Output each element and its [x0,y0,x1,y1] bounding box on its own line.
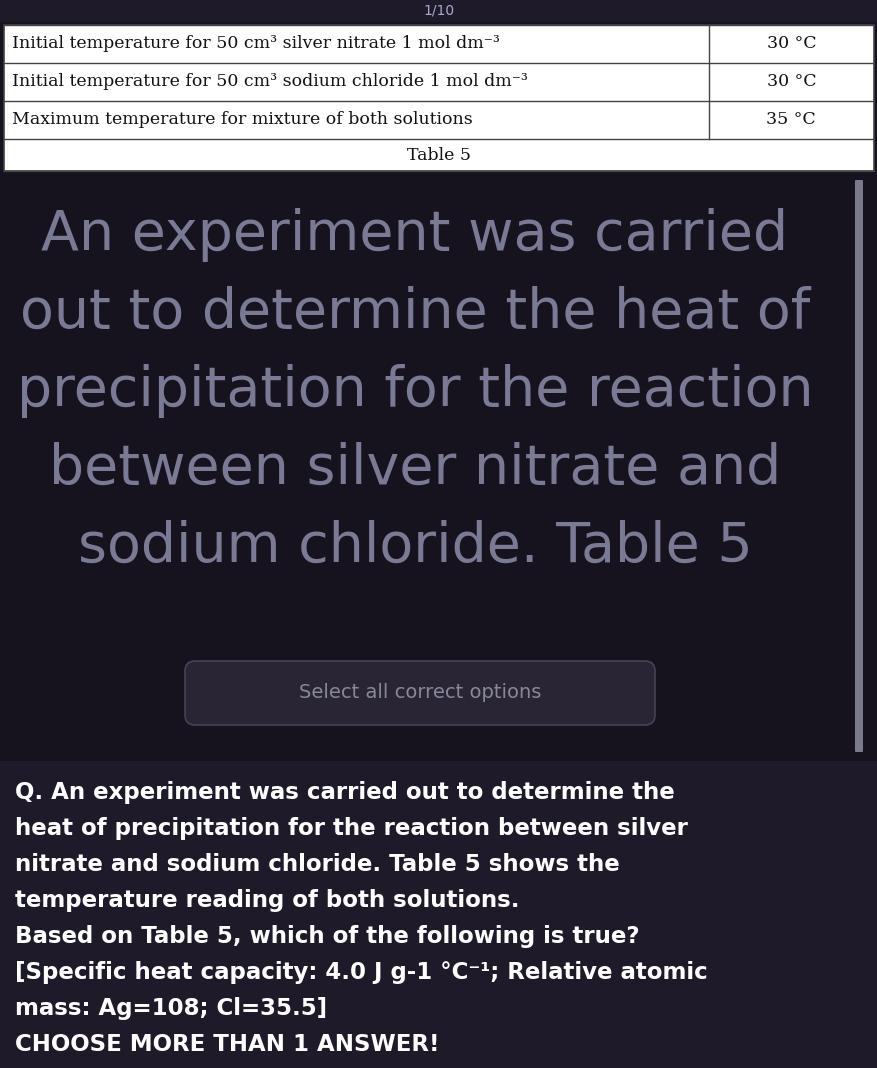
Text: Table 5: Table 5 [407,146,470,163]
Bar [0,171,877,761]
Text: 30 °C: 30 °C [766,35,816,52]
Text: 30 °C: 30 °C [766,74,816,91]
Text: Maximum temperature for mixture of both solutions: Maximum temperature for mixture of both … [12,111,472,128]
Text: Initial temperature for 50 cm³ silver nitrate 1 mol dm⁻³: Initial temperature for 50 cm³ silver ni… [12,35,499,52]
Text: Based on Table 5, which of the following is true?: Based on Table 5, which of the following… [15,925,639,948]
Text: out to determine the heat of: out to determine the heat of [20,286,809,340]
Text: CHOOSE MORE THAN 1 ANSWER!: CHOOSE MORE THAN 1 ANSWER! [15,1033,439,1056]
FancyBboxPatch shape [185,661,654,725]
Text: mass: Ag=108; Cl=35.5]: mass: Ag=108; Cl=35.5] [15,998,327,1020]
Text: heat of precipitation for the reaction between silver: heat of precipitation for the reaction b… [15,817,687,841]
Text: Initial temperature for 50 cm³ sodium chloride 1 mol dm⁻³: Initial temperature for 50 cm³ sodium ch… [12,74,527,91]
Text: sodium chloride. Table 5: sodium chloride. Table 5 [77,520,752,574]
Text: An experiment was carried: An experiment was carried [41,208,788,262]
Text: between silver nitrate and: between silver nitrate and [49,442,781,496]
Bar [855,180,861,751]
Text: Select all correct options: Select all correct options [298,684,540,703]
Bar [4,25,873,171]
Text: nitrate and sodium chloride. Table 5 shows the: nitrate and sodium chloride. Table 5 sho… [15,853,619,876]
Text: precipitation for the reaction: precipitation for the reaction [17,364,812,418]
Text: [Specific heat capacity: 4.0 J g-1 °C⁻¹; Relative atomic: [Specific heat capacity: 4.0 J g-1 °C⁻¹;… [15,961,707,984]
Text: Q. An experiment was carried out to determine the: Q. An experiment was carried out to dete… [15,781,674,804]
Text: 1/10: 1/10 [423,4,454,18]
FancyBboxPatch shape [854,180,862,752]
Bar [0,0,877,22]
Text: temperature reading of both solutions.: temperature reading of both solutions. [15,889,519,912]
Bar [0,761,877,1068]
Text: 35 °C: 35 °C [766,111,816,128]
